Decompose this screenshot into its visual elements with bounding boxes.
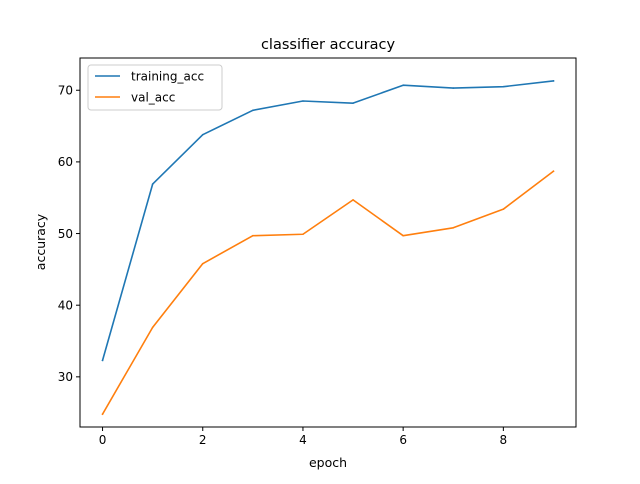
x-tick-label: 0 (99, 433, 107, 447)
x-axis: 0 2 4 6 8 (99, 427, 507, 447)
y-tick-label: 50 (58, 227, 73, 241)
data-point-training_acc (302, 100, 304, 102)
y-tick-label: 30 (58, 370, 73, 384)
data-point-val_acc (101, 413, 104, 415)
data-point-training_acc (201, 133, 204, 136)
legend-box (87, 64, 223, 111)
chart-title: classifier accuracy (261, 37, 395, 53)
data-point-val_acc (201, 262, 204, 265)
data-point-training_acc (452, 87, 455, 89)
data-point-val_acc (352, 199, 354, 201)
data-point-training_acc (352, 102, 354, 104)
x-axis-label: epoch (309, 455, 347, 470)
y-tick-label: 70 (58, 84, 73, 98)
series-line-training_acc (101, 80, 555, 362)
data-point-val_acc (452, 227, 455, 229)
x-tick-label: 6 (399, 433, 407, 447)
data-point-training_acc (151, 183, 154, 185)
y-axis-label: accuracy (33, 213, 48, 270)
data-point-training_acc (502, 85, 505, 88)
data-point-training_acc (552, 80, 555, 82)
data-point-val_acc (502, 208, 505, 210)
x-tick-label: 4 (299, 433, 307, 447)
data-point-training_acc (402, 84, 404, 87)
data-point-val_acc (151, 326, 154, 329)
axes-frame (79, 57, 577, 428)
data-point-training_acc (252, 109, 254, 112)
data-point-val_acc (552, 170, 555, 173)
x-tick-label: 2 (199, 433, 207, 447)
plot-area (101, 80, 555, 416)
legend: training_acc val_acc (87, 64, 223, 111)
y-tick-label: 40 (58, 298, 73, 312)
data-point-training_acc (101, 359, 104, 362)
legend-label-training_acc: training_acc (131, 69, 204, 83)
data-point-val_acc (302, 233, 304, 236)
data-point-val_acc (252, 234, 254, 237)
legend-label-val_acc: val_acc (131, 90, 175, 104)
series-line-val_acc (101, 170, 555, 416)
data-point-val_acc (402, 234, 404, 237)
y-axis: 30 40 50 60 70 (58, 84, 80, 384)
y-tick-label: 60 (58, 155, 73, 169)
x-tick-label: 8 (500, 433, 508, 447)
